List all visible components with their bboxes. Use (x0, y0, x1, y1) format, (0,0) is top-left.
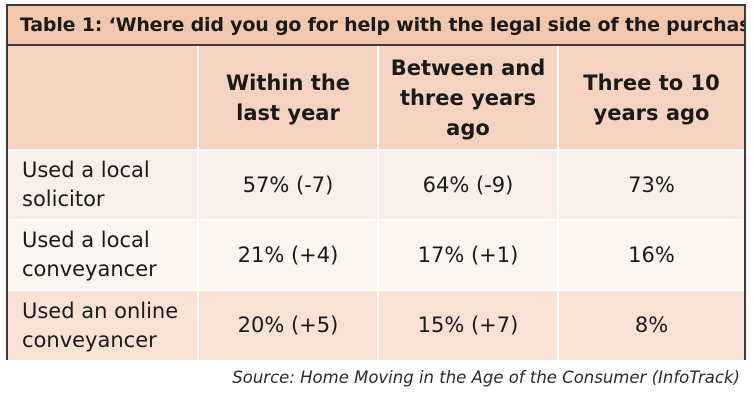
column-header-within-last-year: Within the last year (197, 46, 379, 151)
source-caption: Source: Home Moving in the Age of the Co… (232, 368, 740, 387)
table-cell: 15% (+7) (377, 289, 559, 360)
row-label: Used a local solicitor (8, 150, 199, 221)
column-header-between-three-years: Between and three years ago (377, 46, 559, 151)
data-table: Within the last year Between and three y… (8, 46, 744, 360)
table-cell: 16% (557, 219, 744, 291)
table-row: Used a local solicitor 57% (-7) 64% (-9)… (8, 150, 744, 221)
table-cell: 64% (-9) (377, 150, 559, 221)
header-row: Within the last year Between and three y… (8, 46, 744, 151)
table-cell: 57% (-7) (197, 150, 379, 221)
table-frame: Table 1: ‘Where did you go for help with… (6, 4, 746, 360)
table-cell: 17% (+1) (377, 219, 559, 291)
table-cell: 20% (+5) (197, 289, 379, 360)
column-header-three-to-ten-years: Three to 10 years ago (557, 46, 744, 151)
table-cell: 8% (557, 289, 744, 360)
table-row: Used a local conveyancer 21% (+4) 17% (+… (8, 219, 744, 291)
table-row: Used an online conveyancer 20% (+5) 15% … (8, 289, 744, 360)
table-cell: 21% (+4) (197, 219, 379, 291)
row-label: Used an online conveyancer (8, 289, 199, 360)
table-title: Table 1: ‘Where did you go for help with… (8, 6, 744, 46)
header-corner (8, 46, 199, 151)
table-cell: 73% (557, 150, 744, 221)
row-label: Used a local conveyancer (8, 219, 199, 291)
